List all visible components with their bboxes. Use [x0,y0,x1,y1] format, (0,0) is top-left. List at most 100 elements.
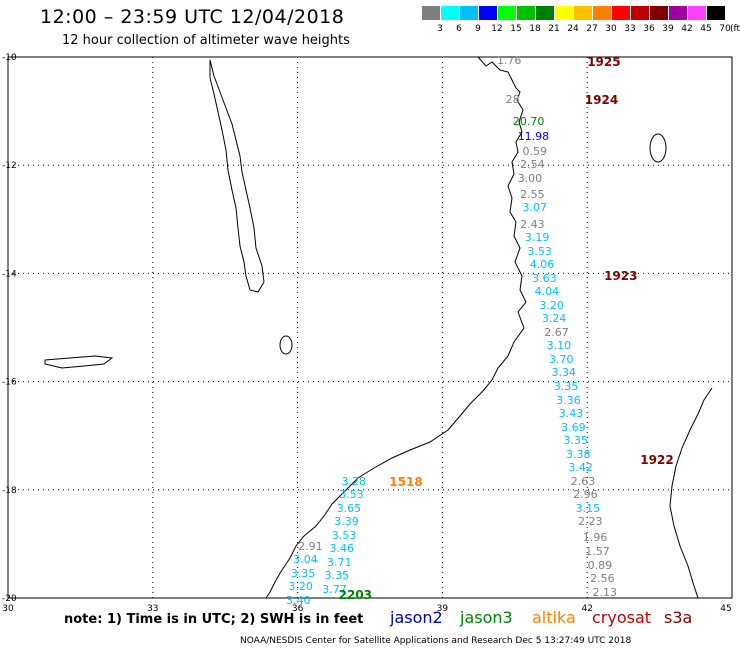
colorbar-label: 70 [719,24,731,34]
wave-height-label: 2.13 [592,585,618,599]
footer-credit: NOAA/NESDIS Center for Satellite Applica… [240,636,632,646]
colorbar-swatch [650,6,669,20]
lat-tick-label: -12 [2,161,17,171]
wave-height-label: 3.71 [327,555,352,569]
wave-height-label: 28 [505,93,520,107]
longitude-axis-labels: 30 33 36 39 42 45 [2,604,731,614]
wave-height-label: 2.56 [590,572,615,586]
lon-tick-label: 45 [720,604,731,614]
colorbar-swatch [574,6,593,20]
wave-height-label: 3.39 [334,515,359,529]
pass-number-label: 1518 [389,474,423,489]
lon-tick-label: 30 [2,604,14,614]
lat-tick-label: -16 [2,378,17,388]
plot-frame [7,56,733,599]
wave-height-label: 2.55 [520,187,545,201]
map-subtitle: 12 hour collection of altimeter wave hei… [62,33,350,48]
legend-cryosat: cryosat [592,608,652,627]
wave-height-label: 3.53 [331,528,357,542]
wave-height-label: 3.35 [324,569,350,583]
wave-height-label: 3.20 [539,298,564,312]
colorbar-swatch [593,6,612,20]
wave-height-label: 4.06 [529,258,555,272]
legend-s3a: s3a [664,608,693,627]
wave-height-label: 3.46 [329,542,354,556]
wave-height-label: 3.07 [522,201,548,215]
wave-height-label: 3.04 [293,553,318,567]
colorbar-label: 42 [681,24,693,34]
lat-tick-label: -18 [2,486,17,496]
lon-tick-label: 39 [437,604,449,614]
colorbar-swatch [707,6,726,20]
wave-height-label: 3.24 [541,312,567,326]
colorbar-swatch [422,6,441,20]
wave-height-label: 3.34 [551,366,576,380]
colorbar-swatch [555,6,574,20]
wave-height-label: 0.59 [522,144,548,158]
wave-height-label: 2.96 [573,488,598,502]
wave-height-label: 2.43 [520,217,545,231]
wave-height-label: 3.53 [339,488,364,502]
wave-height-label: 3.10 [546,339,572,353]
colorbar-swatch [498,6,517,20]
map-title: 12:00 – 23:59 UTC 12/04/2018 [40,6,345,28]
colorbar-label: 39 [662,24,674,34]
wave-height-label: 1.96 [582,531,608,545]
lon-tick-label: 36 [292,604,304,614]
colorbar-label: 21 [548,24,560,34]
pass-number-label: 1924 [584,93,619,108]
lat-lon-grid [7,56,733,599]
wave-height-label: 4.04 [534,285,560,299]
lat-tick-label: -14 [2,269,17,279]
colorbar-swatch [612,6,631,20]
lat-tick-label: -20 [2,594,17,604]
wave-height-label: 3.19 [524,231,550,245]
colorbar-swatch [479,6,498,20]
wave-height-label: 0.89 [587,558,613,572]
wave-height-label: 3.00 [517,171,543,185]
colorbar-swatch [517,6,536,20]
wave-height-label: 3.63 [532,271,557,285]
wave-height-label: 2.67 [544,325,569,339]
wave-height-label: 3.53 [527,244,552,258]
colorbar-label: 15 [510,24,522,34]
colorbar-label: 3 [437,24,443,34]
legend-jason3: jason3 [460,608,513,627]
colorbar-swatch [669,6,688,20]
wave-height-label: 20.70 [512,114,545,128]
colorbar-label: 9 [475,24,481,34]
wave-height-label: 1.57 [585,545,610,558]
wave-height-label: 3.35 [290,566,316,580]
wave-height-label: 2.23 [578,515,603,529]
coastline [44,56,713,599]
pass-number-label: 1923 [604,269,638,284]
wave-height-label: 3.20 [288,580,313,594]
lon-tick-label: 42 [581,604,592,614]
wave-height-label: 3.36 [556,393,581,407]
wave-height-label: 3.40 [286,593,311,607]
wave-height-label: 2.91 [298,539,323,553]
legend-jason2: jason2 [390,608,443,627]
wave-height-label: 11.98 [517,129,550,143]
pass-number-label: 1922 [640,453,674,468]
wave-height-label: 3.42 [568,461,593,475]
colorbar-swatch [441,6,460,20]
wave-height-label: 3.70 [549,352,574,366]
wave-height-label: 3.65 [336,501,362,515]
wave-height-label: 3.35 [563,434,589,448]
lon-tick-label: 33 [147,604,158,614]
wave-height-label: 3.77 [322,582,347,596]
colorbar-label: 27 [586,24,598,34]
lat-tick-label: -10 [2,53,17,63]
wave-height-label: 3.28 [341,474,367,488]
colorbar-label: 6 [456,24,462,34]
colorbar-swatch [688,6,707,20]
wave-height-label: 2.63 [570,474,596,488]
colorbar-label: 36 [643,24,655,34]
pass-number-label: 2203 [338,588,373,603]
colorbar-swatch [536,6,555,20]
colorbar-label: 12 [491,24,503,34]
colorbar-swatch [460,6,479,20]
colorbar-swatch [631,6,650,20]
